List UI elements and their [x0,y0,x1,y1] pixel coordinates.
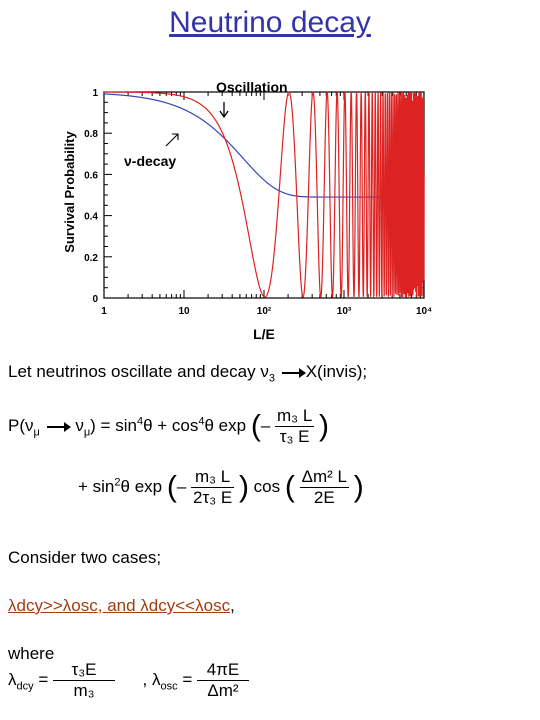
x-axis-label: L/E [253,326,275,342]
fraction-tau3E-over-m3: τ₃E m₃ [53,660,116,701]
x-tick-label: 10² [257,306,272,317]
cases-tail: , [230,596,235,615]
eq2-minus: – [176,476,187,496]
x-tick-label: 1 [101,306,107,317]
decay-annotation: ν-decay [124,153,176,169]
decay-curve [103,93,424,198]
frac4-den: m₃ [73,681,95,700]
y-tick-label: 0.4 [84,212,98,223]
eq1-sub1: μ [33,426,40,439]
transition-arrow [46,421,71,432]
frac5-den: Δm² [207,681,239,700]
eq2-sup2: 2 [114,476,121,489]
eq1-sin: ) = sin [90,415,137,435]
intro-text: Let neutrinos oscillate and decay ν [8,362,269,381]
oscillation-annotation: Oscillation [216,79,288,95]
frac3-den: 2E [313,488,335,507]
y-tick-label: 1 [92,88,98,99]
eq1-minus: – [260,415,271,435]
lambda-definitions: λdcy = τ₃E m₃ , λosc = 4πE Δm² [8,660,249,701]
intro-sub: 3 [268,372,275,385]
decays-to-arrow [281,367,306,378]
eq-sign1: = [38,669,49,689]
eq1-sup4a: 4 [136,415,144,428]
lambda-osc: , λ [142,669,161,689]
eq2-sin: + sin [78,476,115,496]
frac2-num: m₃ L [191,467,235,488]
eq1-sub2: μ [83,426,91,439]
eq1-sup4b: 4 [198,415,205,428]
where-text: where [8,644,55,663]
probability-equation-line1: P(νμ μνμ) = sin4θ + cos4θ exp (– m₃ Lτ₃ … [8,406,330,447]
paren-close: ) [319,409,330,443]
frac2-den: 2τ₃ E [193,488,233,507]
page-title: Neutrino decay [169,6,371,39]
cases-link[interactable]: λdcy>>λosc, and λdcy<<λosc [8,596,231,615]
decay-arrow [165,133,179,147]
survival-probability-chart: 1 10 10² 10³ 10⁴ 0 0.2 0.4 0.6 0.8 1 Survival Prob… [62,79,432,342]
lambda-osc-sub: osc [160,680,178,693]
eq2-cos: cos [253,476,281,496]
paren-open: ( [250,409,261,443]
y-tick-label: 0.2 [84,253,98,264]
y-axis-label: Survival Probability [62,131,77,253]
lambda-dcy-sub: dcy [16,680,34,693]
frac5-num: 4πE [196,660,249,681]
fraction-m3L-over-2tau3E: m₃ L 2τ₃ E [191,467,235,508]
oscillation-curve [104,90,425,299]
frac3-num: Δm² L [299,467,349,488]
frac1-num: m₃ L [275,406,315,427]
intro-tail: X(invis); [305,362,368,381]
oscillation-arrow [219,102,229,119]
cases-line: λdcy>>λosc, and λdcy<<λosc, [8,596,235,616]
paren-close2: ) [238,470,249,504]
frac4-num: τ₃E [53,660,116,681]
y-tick-label: 0 [92,294,98,305]
eq-sign2: = [182,669,193,689]
lambda-dcy: λ [8,669,17,689]
x-tick-label: 10 [178,306,190,317]
eq1-cos: θ + cos [143,415,199,435]
eq1-exp: θ exp [204,415,247,435]
y-tick-label: 0.6 [84,170,98,181]
y-tick-label: 0.8 [84,129,98,140]
fraction-dm2L-over-2E: Δm² L 2E [299,467,349,508]
paren-open3: ( [284,470,295,504]
intro-line: Let neutrinos oscillate and decay ν3 X(i… [8,362,367,384]
paren-open2: ( [166,470,177,504]
consider-text: Consider two cases; [8,548,162,567]
x-tick-label: 10⁴ [416,306,432,317]
eq2-exp: θ exp [120,476,163,496]
paren-close3: ) [353,470,364,504]
frac1-den: τ₃ E [279,427,310,446]
probability-equation-line2: + sin2θ exp (– m₃ L 2τ₃ E ) cos ( Δm² L 2E… [78,467,364,508]
x-tick-label: 10³ [337,306,352,317]
eq1-lhs: P(ν [8,415,34,435]
fraction-4piE-over-dm2: 4πE Δm² [196,660,249,701]
